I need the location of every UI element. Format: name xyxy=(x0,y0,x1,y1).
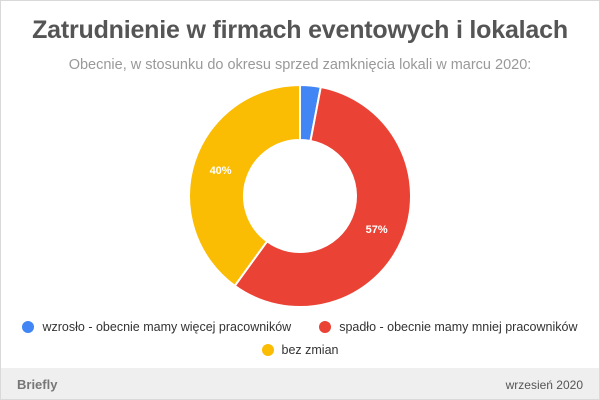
slice-data-label-bez-zmian: 40% xyxy=(210,165,232,177)
chart-legend: wzrosło - obecnie mamy więcej pracownikó… xyxy=(0,317,600,363)
legend-row-1: wzrosło - obecnie mamy więcej pracownikó… xyxy=(0,317,600,337)
legend-item-bez-zmian: bez zmian xyxy=(261,343,339,357)
legend-label-spadlo: spadło - obecnie mamy mniej pracowników xyxy=(339,320,578,334)
legend-swatch-bez-zmian xyxy=(261,344,274,356)
legend-row-2: bez zmian xyxy=(0,340,600,360)
legend-item-wzroslo: wzrosło - obecnie mamy więcej pracownikó… xyxy=(22,320,291,334)
brand-logo: Briefly xyxy=(17,377,58,392)
legend-swatch-wzroslo xyxy=(22,321,35,333)
chart-title: Zatrudnienie w firmach eventowych i loka… xyxy=(32,16,568,44)
footer-date: wrzesień 2020 xyxy=(505,378,583,392)
legend-label-wzroslo: wzrosło - obecnie mamy więcej pracownikó… xyxy=(42,320,292,334)
chart-subtitle: Obecnie, w stosunku do okresu sprzed zam… xyxy=(68,57,532,73)
donut-slice-bez-zmian xyxy=(188,83,301,288)
footer-bar: Briefly wrzesień 2020 xyxy=(1,368,599,399)
legend-swatch-spadlo xyxy=(319,321,332,333)
donut-slice-spadlo xyxy=(233,85,412,308)
legend-item-spadlo: spadło - obecnie mamy mniej pracowników xyxy=(319,320,578,334)
legend-label-bez-zmian: bez zmian xyxy=(281,343,339,357)
slice-data-label-spadlo: 57% xyxy=(366,224,388,236)
